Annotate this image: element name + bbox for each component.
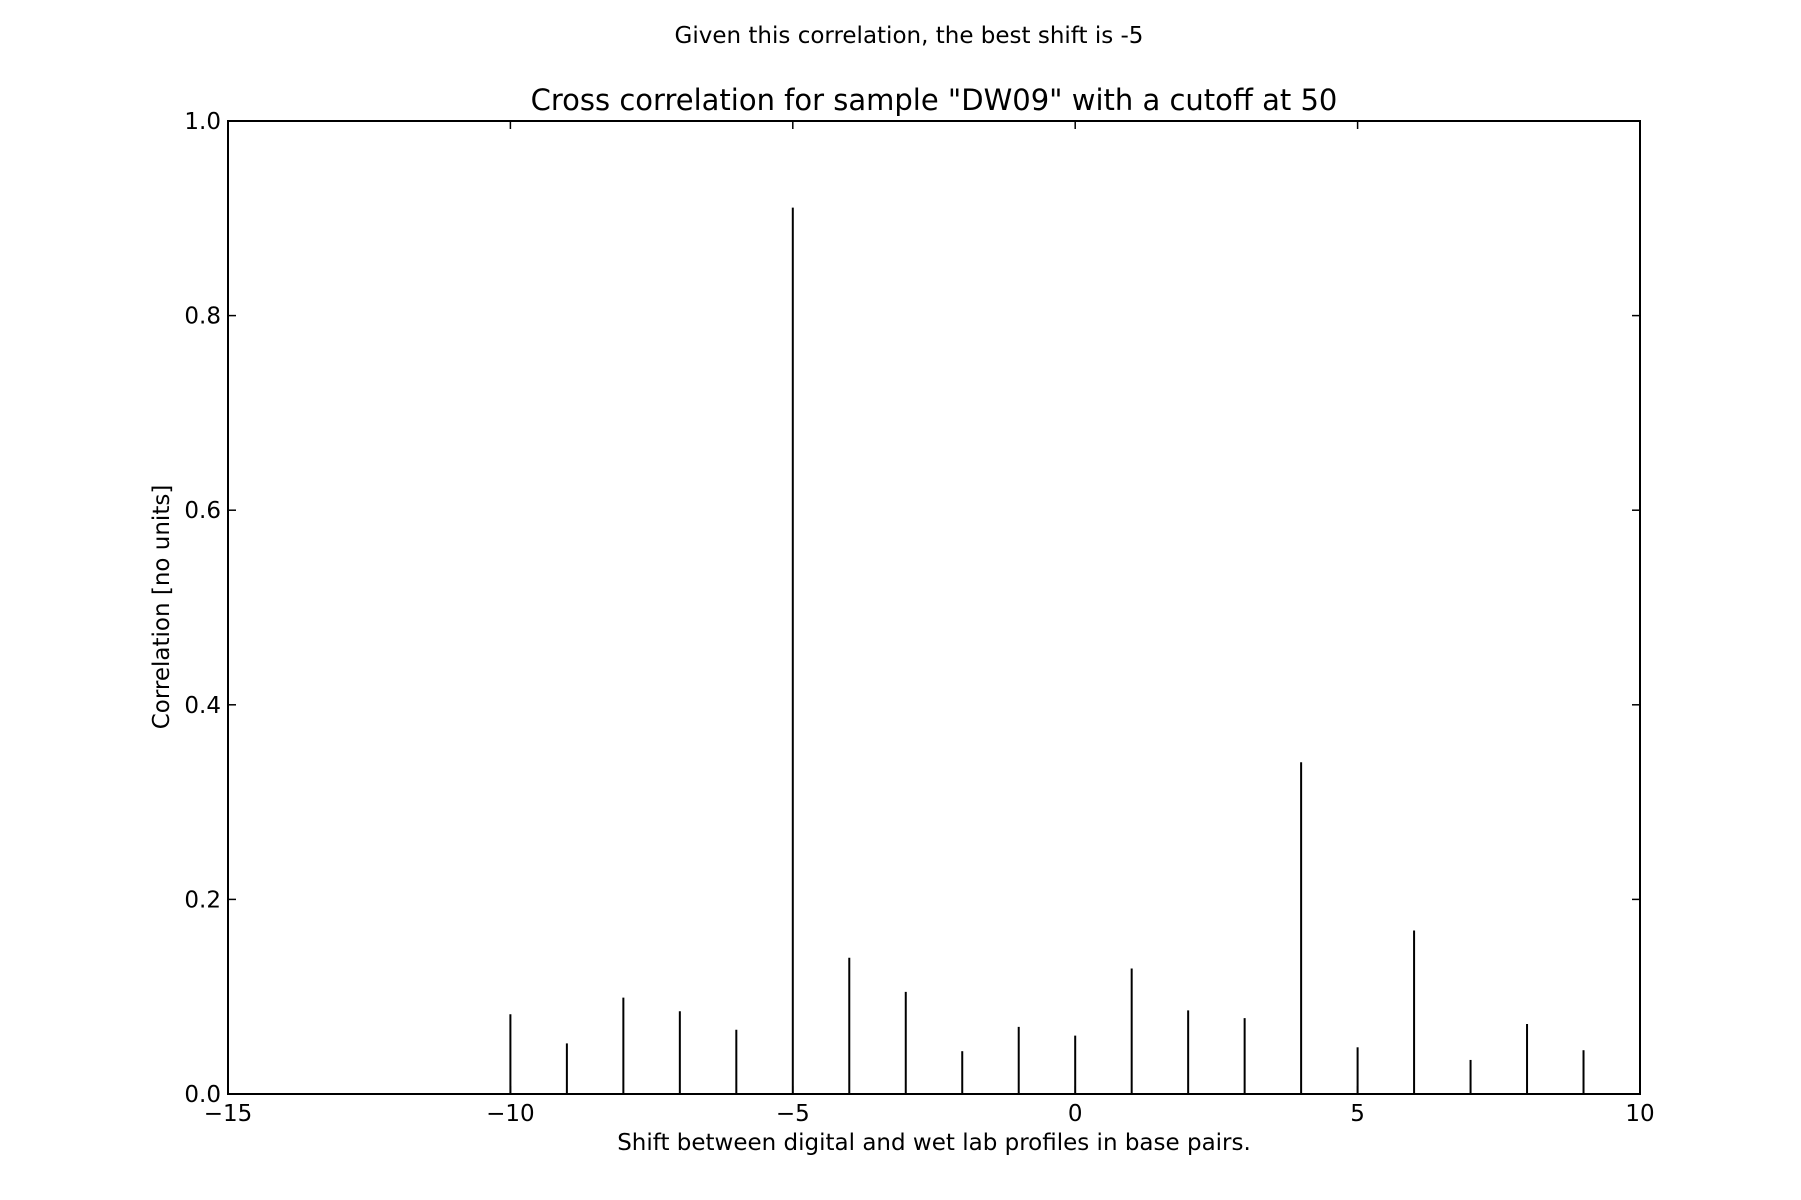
- y-tick-label: 0.6: [184, 498, 221, 524]
- axis-ticks: −15 −10 −5 0 5 10 0.0 0.2 0.4 0.6 0.8 1.0: [184, 109, 1654, 1127]
- y-tick-label: 0.8: [184, 304, 221, 330]
- x-tick-label: −5: [776, 1101, 810, 1127]
- chart-title: Cross correlation for sample "DW09" with…: [531, 83, 1338, 117]
- x-tick-label: 0: [1068, 1101, 1083, 1127]
- stem-series: [509, 207, 1585, 1094]
- x-tick-label: 5: [1350, 1101, 1365, 1127]
- x-tick-label: −15: [204, 1101, 253, 1127]
- y-tick-label: 0.2: [184, 887, 221, 913]
- y-tick-label: 0.0: [184, 1082, 221, 1108]
- y-axis-label: Correlation [no units]: [149, 485, 175, 730]
- plot-area-frame: [227, 120, 1641, 1095]
- x-tick-label: −10: [486, 1101, 535, 1127]
- x-tick-label: 10: [1625, 1101, 1654, 1127]
- figure-suptitle: Given this correlation, the best shift i…: [675, 23, 1144, 49]
- y-tick-label: 0.4: [184, 693, 221, 719]
- x-axis-label: Shift between digital and wet lab profil…: [617, 1130, 1251, 1156]
- y-tick-label: 1.0: [184, 109, 221, 135]
